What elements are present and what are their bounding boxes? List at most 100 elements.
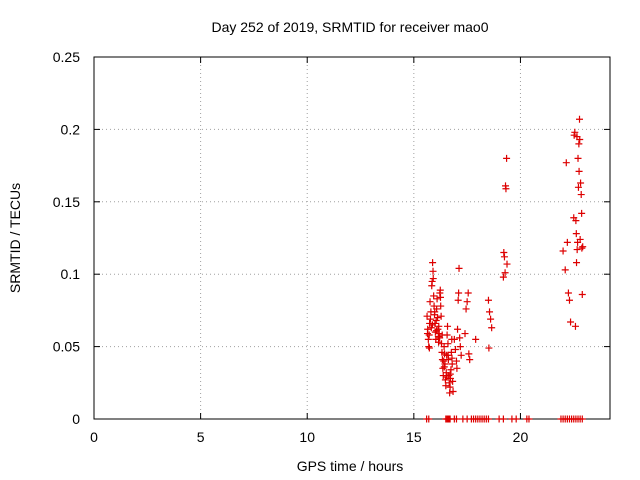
data-point [503,154,511,162]
data-point [577,191,585,199]
data-point [426,315,434,323]
data-point [442,373,450,381]
data-point [576,115,584,123]
data-point [462,305,470,313]
data-point [499,415,507,423]
axis-ticks: 0 5 10 15 20 0 0.05 0.1 0.15 0.2 0.25 [53,49,610,445]
data-point [501,269,509,277]
x-tick-label: 20 [513,429,529,445]
data-point [450,335,458,343]
data-point [463,298,471,306]
data-point [485,344,493,352]
data-point [425,343,433,351]
data-point [435,322,443,330]
data-point [449,377,457,385]
data-point [499,273,507,281]
data-point [440,343,448,351]
data-point [455,264,463,272]
x-axis-label: GPS time / hours [297,458,404,474]
data-point [425,331,433,339]
data-point [455,289,463,297]
data-point [440,363,448,371]
data-point [453,364,461,372]
data-point [438,331,446,339]
data-point [454,296,462,304]
x-tick-label: 15 [406,429,422,445]
data-point [435,338,443,346]
data-point [429,275,437,283]
y-tick-label: 0 [72,411,80,427]
data-point [451,345,459,353]
data-point [572,217,580,225]
y-tick-label: 0.25 [53,49,80,65]
data-point [564,289,572,297]
data-point [577,179,585,187]
data-point [486,308,494,316]
data-point [461,330,469,338]
data-point [578,209,586,217]
y-tick-label: 0.15 [53,194,80,210]
data-point [429,259,437,267]
data-point [424,335,432,343]
data-point [573,259,581,267]
plot-frame [93,56,611,420]
data-point [466,356,474,364]
data-point [444,340,452,348]
chart-title: Day 252 of 2019, SRMTID for receiver mao… [211,19,488,35]
data-point [500,248,508,256]
data-point [428,321,436,329]
data-point [571,322,579,330]
data-point [425,415,433,423]
data-points [423,115,587,423]
x-tick-label: 10 [299,429,315,445]
data-point [578,290,586,298]
grid [94,57,610,419]
data-point [445,379,453,387]
data-point [559,247,567,255]
data-point [423,330,431,338]
data-point [574,183,582,191]
data-point [437,312,445,320]
data-point [574,154,582,162]
data-point [426,298,434,306]
data-point [433,295,441,303]
data-point [429,267,437,275]
data-point [512,415,520,423]
data-point [575,167,583,175]
data-point [449,387,457,395]
data-point [488,324,496,332]
y-tick-label: 0.05 [53,339,80,355]
data-point [503,260,511,268]
x-tick-label: 5 [197,429,205,445]
data-point [457,351,465,359]
data-point [579,243,587,251]
data-point [447,366,455,374]
data-point [487,315,495,323]
y-tick-label: 0.1 [61,266,81,282]
data-point [444,351,452,359]
data-point [464,289,472,297]
data-point [454,325,462,333]
data-point [456,343,464,351]
data-point [562,159,570,167]
data-point [472,335,480,343]
data-point [563,238,571,246]
data-point [500,253,508,261]
data-point [446,370,454,378]
data-point [452,357,460,365]
data-point [572,230,580,238]
data-point [575,140,583,148]
data-point [436,293,444,301]
data-point [561,266,569,274]
data-point [434,314,442,322]
data-point [444,322,452,330]
data-point [436,286,444,294]
data-point [484,415,492,423]
data-point [431,308,439,316]
data-point [484,296,492,304]
data-point [578,244,586,252]
data-point [438,356,446,364]
x-tick-label: 0 [90,429,98,445]
data-point [446,383,454,391]
